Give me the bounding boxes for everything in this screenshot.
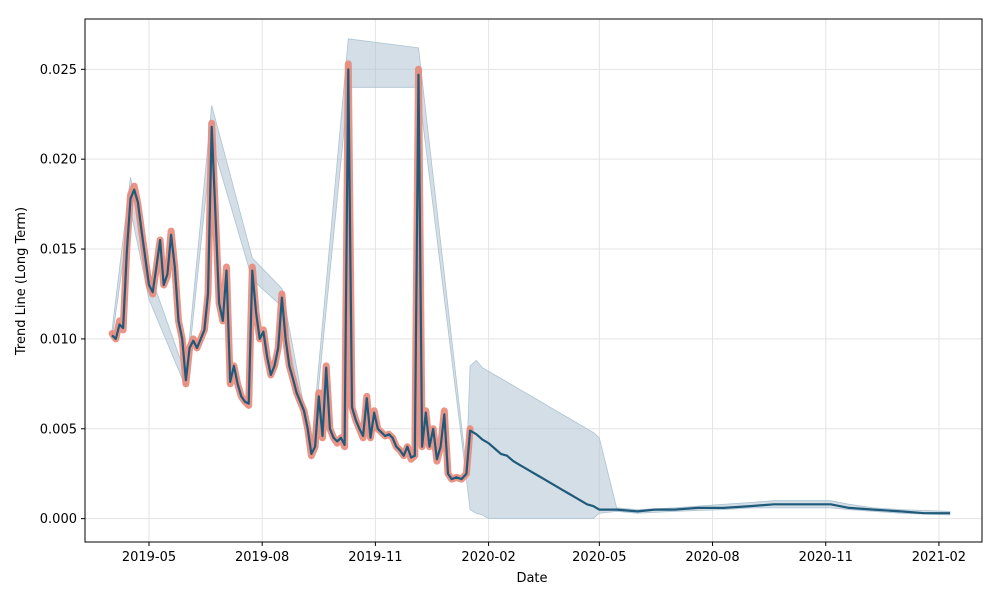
x-tick-label: 2019-11 (348, 550, 402, 565)
y-tick-label: 0.015 (40, 243, 77, 258)
x-tick-label: 2020-02 (461, 550, 515, 565)
y-tick-label: 0.020 (40, 153, 77, 168)
y-tick-label: 0.005 (40, 422, 77, 437)
y-tick-label: 0.025 (40, 63, 77, 78)
x-tick-label: 2021-02 (912, 550, 966, 565)
y-axis-label: Trend Line (Long Term) (14, 207, 29, 356)
y-tick-label: 0.010 (40, 332, 77, 347)
x-axis-ticks: 2019-05 2019-08 2019-11 2020-02 2020-05 2020-… (122, 542, 966, 565)
x-tick-label: 2020-11 (799, 550, 853, 565)
x-tick-label: 2020-05 (572, 550, 626, 565)
x-axis-label: Date (516, 571, 547, 586)
y-tick-label: 0.000 (40, 512, 77, 527)
grid-lines (85, 19, 982, 542)
plot-frame (84, 18, 983, 543)
x-tick-label: 2020-08 (685, 550, 739, 565)
uncertainty-band-layer (111, 38, 951, 519)
trend-series-layer (111, 68, 950, 515)
x-tick-label: 2019-05 (122, 550, 176, 565)
x-tick-label: 2019-08 (235, 550, 289, 565)
uncertainty-band (111, 38, 951, 519)
trend-series-line (111, 68, 950, 515)
y-axis-ticks: 0.000 0.005 0.010 0.015 0.020 0.025 (40, 63, 85, 527)
